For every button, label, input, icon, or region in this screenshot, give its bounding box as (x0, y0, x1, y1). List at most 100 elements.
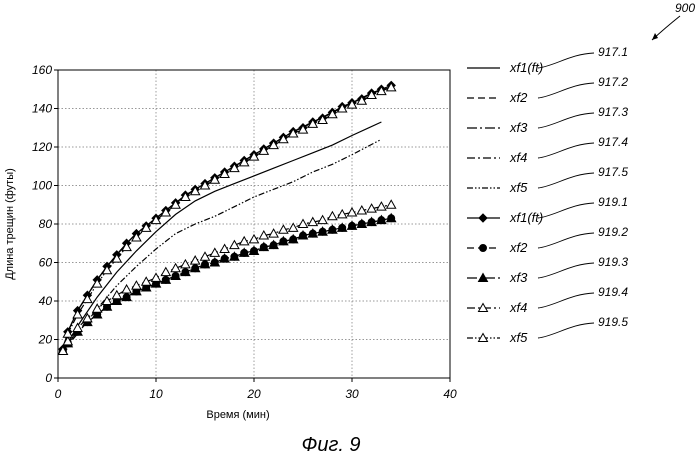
legend-ref-919-1: 919.1 (598, 195, 628, 209)
data-point-919-4 (91, 303, 103, 313)
data-point-919-3 (150, 278, 162, 288)
data-point-919-3 (238, 247, 250, 257)
x-tick-label: 0 (55, 387, 62, 401)
data-point-919-4 (140, 276, 152, 286)
legend-marker-919-4 (477, 302, 489, 312)
data-point-919-3 (327, 224, 338, 234)
legend-ref-919-2: 919.2 (598, 225, 628, 239)
data-point-919-5 (209, 174, 221, 184)
series-line-917-5 (62, 138, 382, 352)
data-point-919-3 (170, 270, 181, 280)
data-point-919-4 (82, 312, 93, 323)
data-point-919-4 (199, 251, 211, 261)
series-line-919-2 (62, 217, 392, 352)
data-point-919-5 (82, 293, 93, 304)
legend-ref-919-5: 919.5 (598, 315, 628, 329)
data-point-919-3 (307, 228, 319, 238)
y-tick-label: 160 (32, 63, 52, 77)
legend-label-917-4: xf4 (509, 150, 527, 165)
data-point-919-5 (101, 264, 113, 275)
data-point-919-3 (111, 295, 123, 305)
legend-label-919-1: xf1(ft) (509, 210, 543, 225)
data-point-919-4 (307, 216, 319, 227)
data-point-919-4 (189, 255, 201, 265)
legend-label-919-2: xf2 (509, 240, 528, 255)
legend-leader-919-5 (537, 322, 595, 339)
data-point-919-4 (248, 233, 260, 244)
legend-label-917-2: xf2 (509, 90, 528, 105)
data-point-919-5 (199, 179, 211, 190)
data-point-919-4 (317, 214, 328, 225)
data-point-919-4 (238, 235, 250, 246)
y-tick-label: 100 (32, 179, 52, 193)
data-point-919-3 (219, 253, 230, 263)
legend-entry-917-3: xf3 917.3 (467, 105, 628, 135)
data-point-919-5 (366, 89, 377, 100)
legend-entry-919-4: xf4 919.4 (467, 285, 628, 315)
data-point-919-3 (189, 262, 201, 273)
legend-label-917-5: xf5 (509, 180, 528, 195)
data-point-919-4 (160, 266, 172, 277)
legend-entry-919-2: xf2 919.2 (467, 225, 628, 255)
legend-leader-919-4 (537, 292, 595, 309)
y-tick-label: 60 (39, 256, 53, 270)
data-point-919-3 (366, 216, 377, 227)
legend-leader-917-4 (537, 142, 595, 159)
data-point-919-3 (297, 230, 309, 240)
data-point-919-4 (72, 322, 83, 332)
legend-ref-919-4: 919.4 (598, 285, 628, 299)
data-point-919-5 (385, 81, 397, 92)
data-point-919-5 (219, 168, 230, 178)
data-point-919-4 (131, 280, 142, 290)
legend-entry-917-1: xf1(ft) 917.1 (467, 45, 628, 75)
data-point-919-5 (317, 114, 328, 125)
data-point-919-5 (150, 214, 162, 225)
legend-ref-917-2: 917.2 (598, 75, 628, 89)
figure-number: 900 (675, 1, 695, 15)
y-tick-label: 140 (32, 102, 52, 116)
x-axis-label: Время (мин) (206, 409, 269, 421)
data-point-919-4 (366, 203, 377, 213)
data-point-919-4 (121, 283, 132, 294)
data-point-919-5 (91, 278, 103, 288)
y-tick-label: 0 (45, 371, 52, 385)
data-point-919-5 (346, 99, 358, 109)
legend-label-917-3: xf3 (509, 120, 528, 135)
legend-ref-919-3: 919.3 (598, 255, 628, 269)
figure-caption: Фиг. 9 (301, 434, 360, 456)
data-point-919-4 (170, 262, 181, 273)
legend-entry-919-5: xf5 919.5 (467, 315, 628, 345)
data-point-919-3 (180, 266, 191, 277)
legend-leader-917-1 (537, 52, 595, 69)
data-point-919-4 (346, 206, 358, 217)
data-point-919-5 (229, 162, 240, 173)
y-tick-label: 80 (39, 217, 53, 231)
data-point-919-5 (170, 199, 181, 209)
data-point-919-4 (229, 239, 240, 250)
data-point-919-5 (140, 222, 152, 232)
legend-entry-917-2: xf2 917.2 (467, 75, 628, 105)
data-point-919-5 (287, 128, 299, 138)
data-point-919-3 (121, 291, 132, 302)
data-point-919-5 (336, 102, 348, 113)
data-point-919-4 (287, 222, 299, 232)
data-point-919-5 (111, 253, 123, 263)
legend-leader-919-2 (537, 232, 595, 249)
data-point-919-5 (356, 95, 368, 105)
axis-ticks: 0 10 20 30 40 0 20 40 60 80 100 120 140 160 (32, 63, 457, 401)
data-point-919-4 (180, 258, 191, 269)
data-point-919-3 (356, 218, 368, 228)
legend-marker-919-1 (478, 213, 488, 223)
series-markers (57, 80, 397, 356)
data-point-919-5 (238, 156, 250, 167)
data-point-919-3 (258, 241, 270, 252)
y-tick-label: 120 (32, 140, 52, 154)
data-point-919-3 (91, 308, 103, 319)
data-point-919-3 (346, 220, 358, 230)
legend-leader-917-5 (537, 172, 595, 189)
data-point-919-5 (297, 124, 309, 134)
data-point-919-4 (209, 247, 221, 257)
data-point-919-3 (140, 282, 152, 292)
data-point-919-4 (385, 199, 397, 209)
